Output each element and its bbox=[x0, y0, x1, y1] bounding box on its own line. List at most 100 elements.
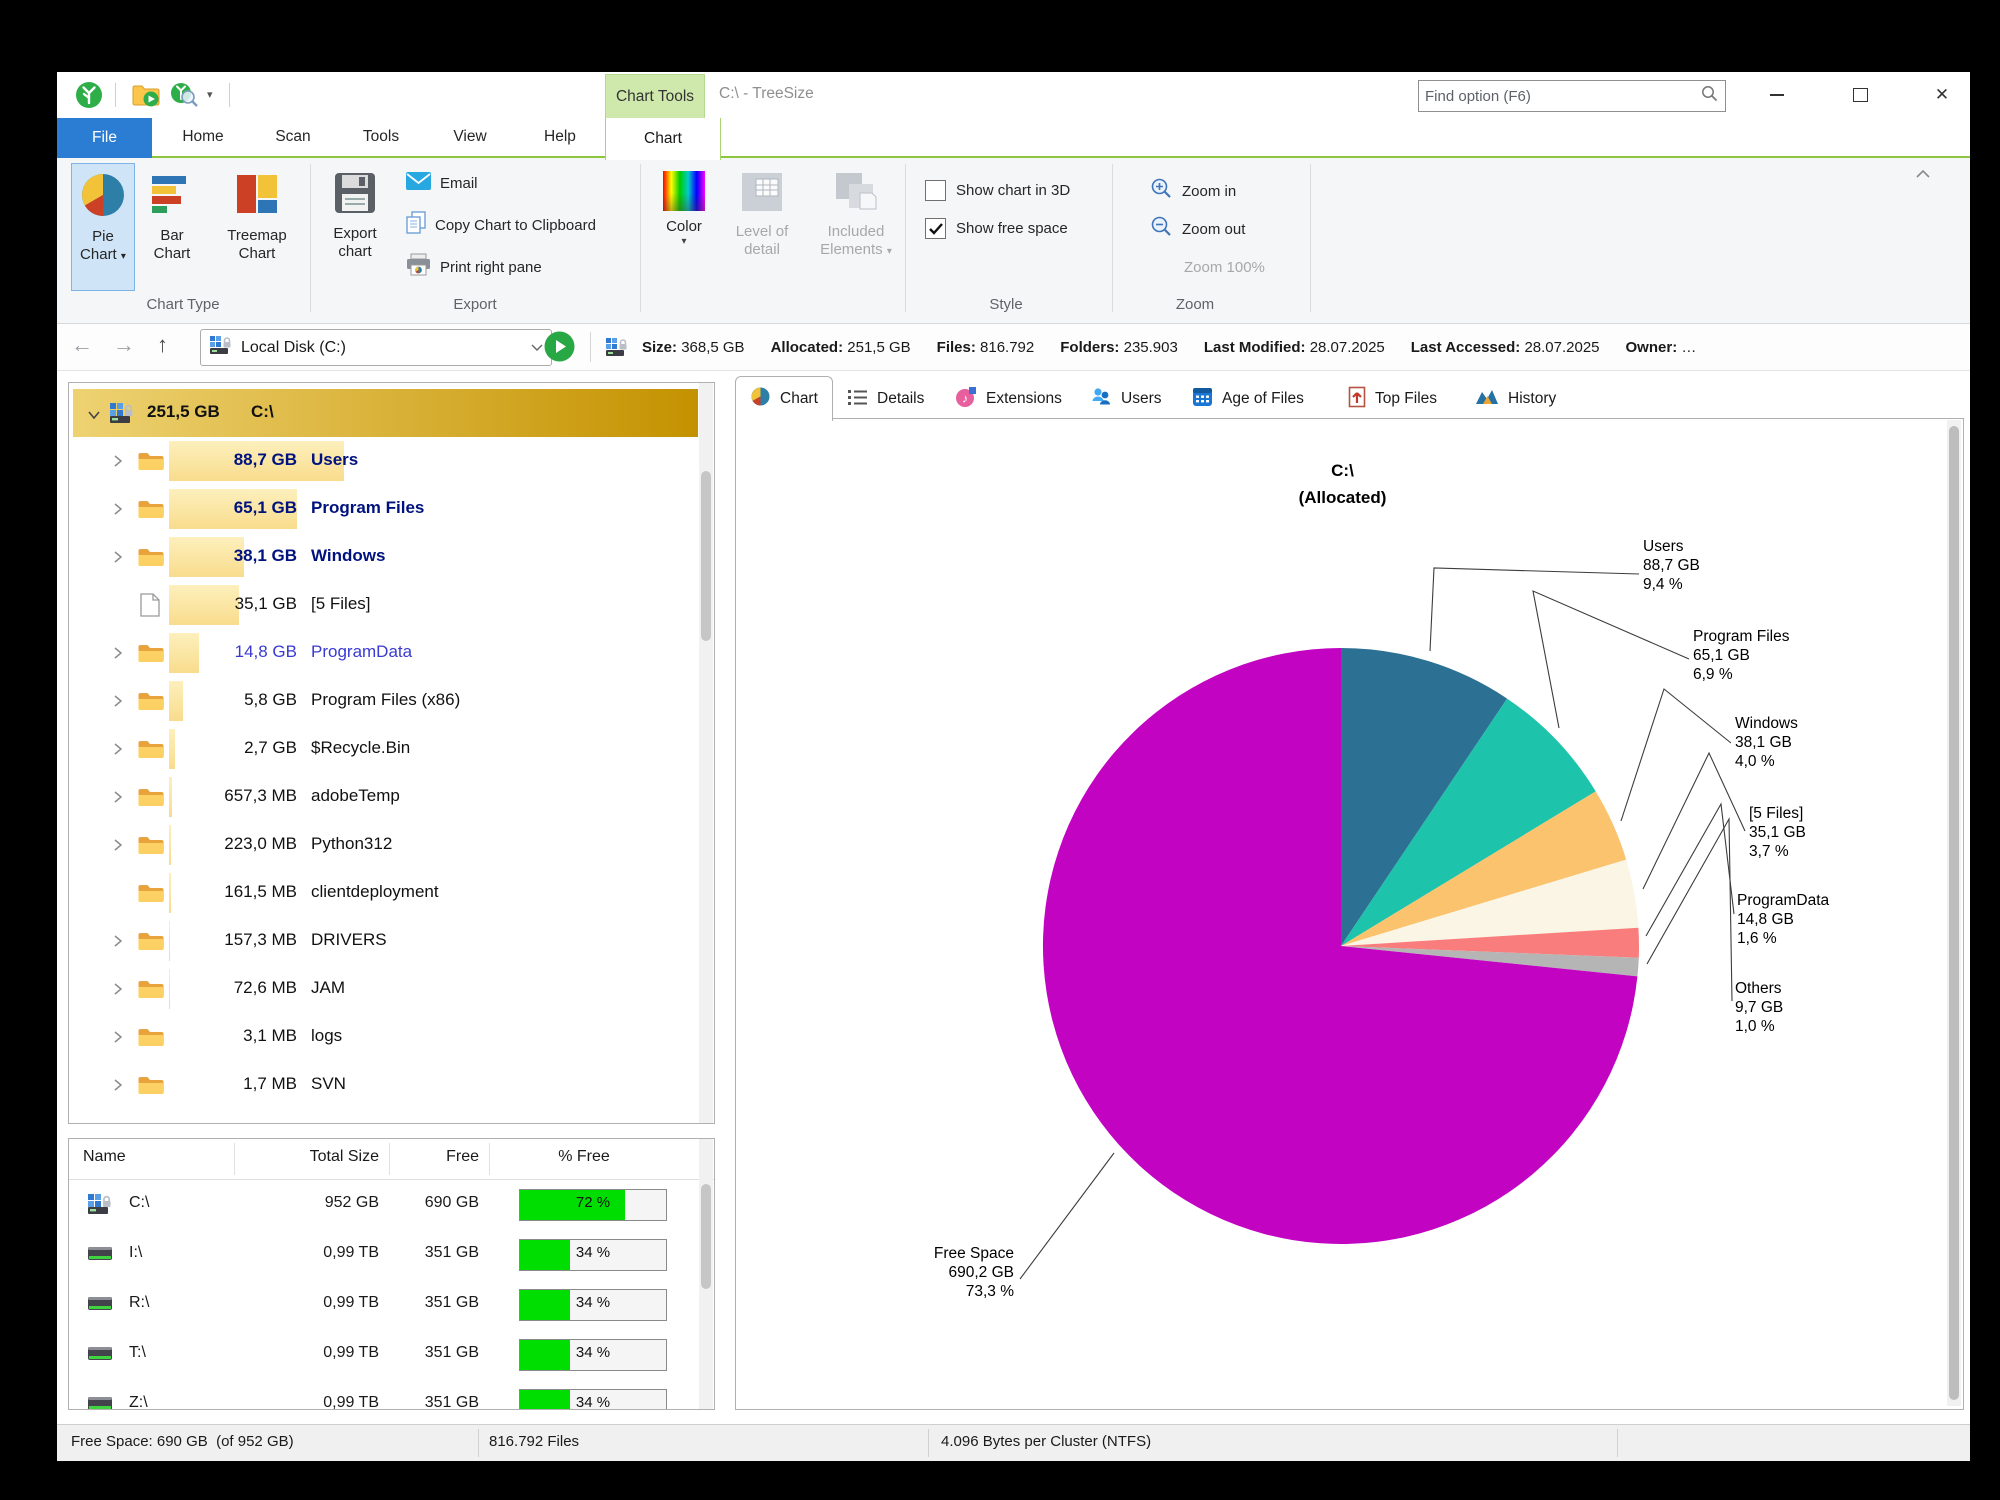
tab-chart[interactable]: Chart bbox=[735, 376, 833, 421]
pie-slice-5-files[interactable] bbox=[1341, 859, 1639, 946]
pie-slice-others[interactable] bbox=[1341, 946, 1639, 977]
tree-row[interactable]: 14,8 GB ProgramData bbox=[69, 629, 698, 677]
chevron-down-icon[interactable] bbox=[531, 339, 543, 357]
maximize-button[interactable] bbox=[1832, 72, 1888, 118]
email-button[interactable]: Email bbox=[405, 168, 478, 198]
zoom-100-button[interactable]: Zoom 100% bbox=[1184, 258, 1265, 276]
search-scan-icon[interactable] bbox=[169, 81, 199, 114]
find-option-input[interactable] bbox=[1419, 87, 1701, 105]
tree-scrollbar[interactable] bbox=[699, 383, 713, 1123]
chevron-right-icon[interactable] bbox=[113, 454, 123, 473]
show-chart-3d-checkbox-row[interactable]: Show chart in 3D bbox=[925, 180, 1070, 201]
chevron-right-icon[interactable] bbox=[113, 1030, 123, 1049]
drive-scrollbar-thumb[interactable] bbox=[701, 1184, 711, 1289]
drive-row[interactable]: C:\ 952 GB 690 GB 72 % bbox=[69, 1179, 698, 1229]
zoom-in-button[interactable]: Zoom in bbox=[1150, 176, 1236, 206]
export-chart-button[interactable]: Export chart bbox=[321, 163, 389, 289]
pie-chart-button[interactable]: Pie Chart ▾ bbox=[71, 163, 135, 291]
print-right-pane-button[interactable]: Print right pane bbox=[405, 252, 542, 282]
pie-slice-programdata[interactable] bbox=[1341, 927, 1640, 958]
chevron-right-icon[interactable] bbox=[113, 838, 123, 857]
header-free[interactable]: Free bbox=[446, 1148, 479, 1165]
tree-row[interactable]: 65,1 GB Program Files bbox=[69, 485, 698, 533]
tree-row[interactable]: 3,1 MB logs bbox=[69, 1013, 698, 1061]
chevron-right-icon[interactable] bbox=[113, 694, 123, 713]
tab-extensions[interactable]: ♪ Extensions bbox=[955, 380, 1062, 418]
tree-row[interactable]: 157,3 MB DRIVERS bbox=[69, 917, 698, 965]
chevron-right-icon[interactable] bbox=[113, 1078, 123, 1097]
drive-scrollbar[interactable] bbox=[699, 1139, 713, 1409]
menu-tools[interactable]: Tools bbox=[362, 128, 400, 145]
file-icon bbox=[139, 592, 161, 623]
tab-top-files[interactable]: Top Files bbox=[1348, 380, 1437, 418]
scan-folder-icon[interactable] bbox=[131, 82, 161, 113]
tree-row[interactable]: 35,1 GB [5 Files] bbox=[69, 581, 698, 629]
chart-scrollbar[interactable] bbox=[1947, 420, 1961, 1406]
start-scan-button[interactable] bbox=[544, 331, 575, 367]
menu-view[interactable]: View bbox=[453, 128, 487, 145]
drive-row[interactable]: I:\ 0,99 TB 351 GB 34 % bbox=[69, 1229, 698, 1279]
tree-row[interactable]: 2,7 GB $Recycle.Bin bbox=[69, 725, 698, 773]
pie-slice-windows[interactable] bbox=[1341, 791, 1627, 946]
header-name[interactable]: Name bbox=[83, 1148, 126, 1165]
copy-chart-button[interactable]: Copy Chart to Clipboard bbox=[405, 210, 596, 240]
tab-users[interactable]: Users bbox=[1090, 380, 1161, 418]
checkbox-unchecked-icon[interactable] bbox=[925, 180, 946, 201]
qat-customize-chevron-icon[interactable]: ▾ bbox=[207, 89, 213, 101]
chart-tools-contextual-tab[interactable]: Chart Tools bbox=[605, 74, 705, 119]
close-button[interactable]: ✕ bbox=[1914, 72, 1970, 118]
tree-row[interactable]: 223,0 MB Python312 bbox=[69, 821, 698, 869]
chevron-right-icon[interactable] bbox=[113, 742, 123, 761]
zoom-out-button[interactable]: Zoom out bbox=[1150, 214, 1245, 244]
chevron-right-icon[interactable] bbox=[113, 550, 123, 569]
chevron-right-icon[interactable] bbox=[113, 934, 123, 953]
back-arrow-icon[interactable]: ← bbox=[71, 332, 93, 357]
search-icon[interactable] bbox=[1701, 85, 1718, 107]
treemap-chart-button[interactable]: Treemap Chart bbox=[209, 163, 305, 289]
drive-row[interactable]: T:\ 0,99 TB 351 GB 34 % bbox=[69, 1329, 698, 1379]
checkbox-checked-icon[interactable] bbox=[925, 218, 946, 239]
tree-row[interactable]: 5,8 GB Program Files (x86) bbox=[69, 677, 698, 725]
forward-arrow-icon[interactable]: → bbox=[113, 332, 135, 357]
menu-home[interactable]: Home bbox=[182, 128, 224, 145]
tree-row[interactable]: 657,3 MB adobeTemp bbox=[69, 773, 698, 821]
show-free-space-checkbox-row[interactable]: Show free space bbox=[925, 218, 1068, 239]
tab-history[interactable]: History bbox=[1475, 380, 1556, 418]
tree-row[interactable]: 88,7 GB Users bbox=[69, 437, 698, 485]
up-arrow-icon[interactable]: ↑ bbox=[157, 332, 168, 357]
chevron-right-icon[interactable] bbox=[113, 646, 123, 665]
level-of-detail-button[interactable]: Level of detail bbox=[722, 163, 802, 289]
pie-slice-free-space[interactable] bbox=[1042, 648, 1638, 1244]
tree-scrollbar-thumb[interactable] bbox=[701, 471, 711, 641]
tree-row[interactable]: 72,6 MB JAM bbox=[69, 965, 698, 1013]
minimize-button[interactable] bbox=[1749, 72, 1805, 118]
menu-help[interactable]: Help bbox=[544, 128, 576, 145]
menu-file[interactable]: File bbox=[57, 118, 152, 158]
drive-row[interactable]: R:\ 0,99 TB 351 GB 34 % bbox=[69, 1279, 698, 1329]
menu-scan[interactable]: Scan bbox=[275, 128, 311, 145]
header-total-size[interactable]: Total Size bbox=[309, 1148, 379, 1165]
menu-chart-active-tab[interactable]: Chart bbox=[605, 118, 721, 160]
collapse-ribbon-icon[interactable] bbox=[1915, 166, 1931, 184]
pie-slice-users[interactable] bbox=[1341, 648, 1508, 946]
color-button[interactable]: Color ▾ bbox=[654, 163, 714, 289]
bar-chart-button[interactable]: Bar Chart bbox=[139, 163, 205, 289]
included-elements-button[interactable]: Included Elements ▾ bbox=[812, 163, 900, 289]
tree-root-row[interactable]: 251,5 GB C:\ bbox=[73, 389, 698, 437]
drive-row[interactable]: Z:\ 0,99 TB 351 GB 34 % bbox=[69, 1379, 698, 1409]
tab-details[interactable]: Details bbox=[847, 380, 924, 418]
tree-row[interactable]: 161,5 MB clientdeployment bbox=[69, 869, 698, 917]
chevron-right-icon[interactable] bbox=[113, 502, 123, 521]
chevron-right-icon[interactable] bbox=[113, 790, 123, 809]
tree-row[interactable]: 38,1 GB Windows bbox=[69, 533, 698, 581]
pie-slice-program-files[interactable] bbox=[1341, 698, 1596, 946]
tree-row[interactable]: 1,7 MB SVN bbox=[69, 1061, 698, 1109]
drive-selector-combo[interactable]: Local Disk (C:) bbox=[200, 329, 552, 366]
pie-chart[interactable] bbox=[1041, 646, 1641, 1246]
chevron-right-icon[interactable] bbox=[113, 982, 123, 1001]
header-pct-free[interactable]: % Free bbox=[558, 1148, 610, 1165]
tab-age-of-files[interactable]: Age of Files bbox=[1192, 380, 1304, 418]
hard-drive-icon bbox=[87, 1395, 113, 1409]
chart-scrollbar-thumb[interactable] bbox=[1949, 426, 1959, 1400]
chevron-down-icon[interactable] bbox=[87, 407, 101, 425]
